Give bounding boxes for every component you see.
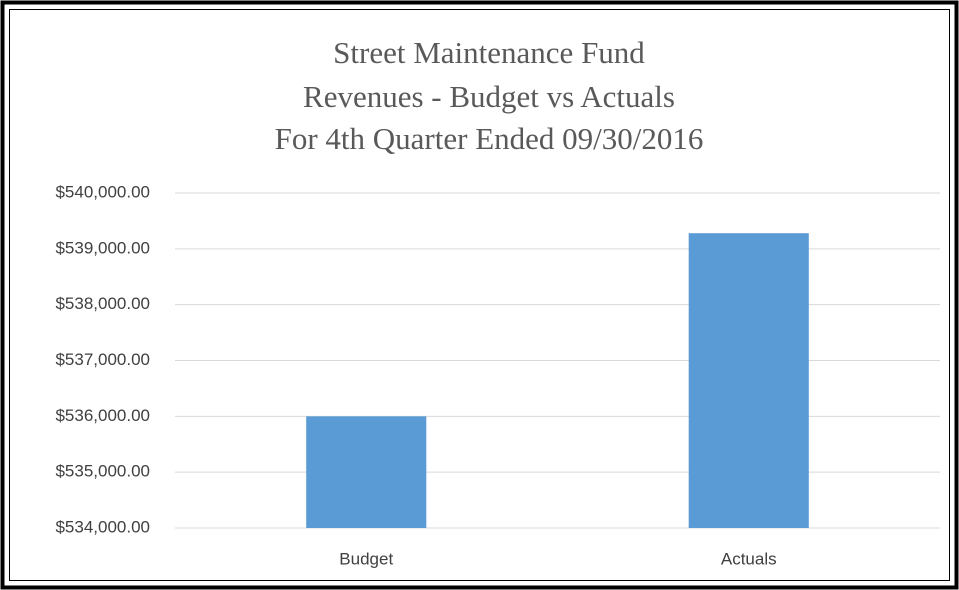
chart-title: For 4th Quarter Ended 09/30/2016 [275, 121, 704, 156]
chart-title: Street Maintenance Fund [333, 35, 645, 70]
x-tick-label: Budget [339, 549, 393, 568]
y-tick-label: $537,000.00 [55, 350, 150, 369]
bar [688, 233, 809, 528]
y-tick-label: $539,000.00 [55, 238, 150, 257]
y-tick-label: $534,000.00 [55, 517, 150, 536]
x-tick-label: Actuals [721, 549, 777, 568]
bar [306, 416, 427, 528]
inner-border [9, 9, 950, 581]
y-tick-label: $535,000.00 [55, 462, 150, 481]
y-tick-label: $536,000.00 [55, 406, 150, 425]
y-tick-label: $540,000.00 [55, 182, 150, 201]
y-tick-label: $538,000.00 [55, 294, 150, 313]
chart-title: Revenues - Budget vs Actuals [303, 79, 675, 114]
